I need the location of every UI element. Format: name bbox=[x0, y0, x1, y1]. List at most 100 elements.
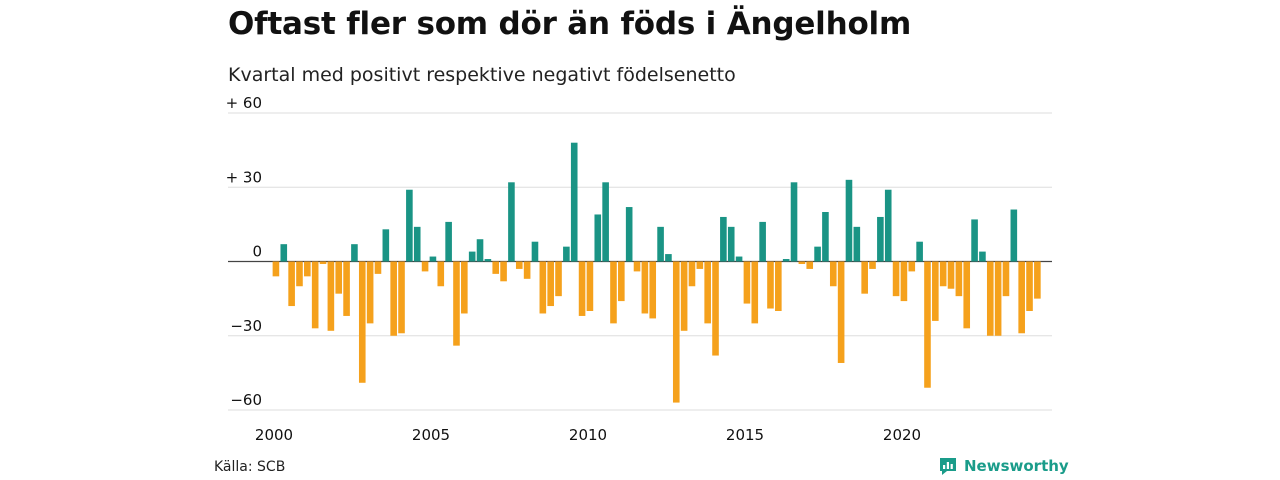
bar bbox=[366, 261, 374, 324]
axis-labels: + 60 + 30 0 −30 −60 2000 2005 2010 2015 2020 bbox=[226, 94, 922, 444]
bar bbox=[814, 246, 821, 262]
bar bbox=[775, 261, 782, 311]
bar bbox=[829, 261, 837, 287]
x-tick-label: 2015 bbox=[726, 426, 764, 444]
newsworthy-logo-icon bbox=[940, 458, 956, 475]
bar bbox=[672, 261, 680, 403]
bar bbox=[484, 259, 492, 262]
x-tick-label: 2010 bbox=[569, 426, 607, 444]
bar bbox=[288, 261, 295, 307]
bar bbox=[453, 261, 460, 346]
bar bbox=[319, 261, 327, 264]
bar bbox=[343, 261, 350, 316]
y-tick-label: −60 bbox=[230, 391, 262, 409]
bar bbox=[468, 251, 476, 262]
bar bbox=[633, 261, 641, 272]
bar bbox=[523, 261, 531, 279]
x-tick-label: 2005 bbox=[412, 426, 450, 444]
bar bbox=[531, 241, 539, 262]
bar bbox=[1034, 261, 1041, 299]
y-tick-label: + 30 bbox=[226, 168, 262, 186]
bar bbox=[743, 261, 751, 304]
bar bbox=[304, 261, 311, 277]
bar bbox=[492, 261, 500, 274]
chart-subtitle: Kvartal med positivt respektive negativt… bbox=[228, 64, 736, 86]
bar bbox=[272, 261, 280, 277]
bar bbox=[406, 189, 413, 262]
bar bbox=[979, 251, 986, 262]
bar bbox=[696, 261, 704, 269]
bar bbox=[311, 261, 319, 329]
bar bbox=[586, 261, 594, 311]
bar bbox=[861, 261, 868, 294]
bar bbox=[782, 259, 790, 262]
bar bbox=[555, 261, 562, 297]
bar bbox=[712, 261, 719, 356]
bar bbox=[358, 261, 366, 383]
bar bbox=[335, 261, 343, 294]
bar bbox=[327, 261, 335, 331]
bar bbox=[602, 182, 609, 262]
bar bbox=[1010, 209, 1018, 262]
bar bbox=[382, 229, 390, 262]
bar bbox=[853, 226, 861, 262]
x-tick-label: 2000 bbox=[255, 426, 293, 444]
bar bbox=[986, 261, 994, 336]
bar bbox=[570, 142, 578, 262]
bar bbox=[563, 246, 570, 262]
bar bbox=[688, 261, 696, 287]
bar bbox=[445, 221, 452, 262]
bar bbox=[625, 207, 633, 262]
bar bbox=[963, 261, 971, 329]
bar bbox=[845, 179, 853, 262]
bar bbox=[296, 261, 303, 287]
bar bbox=[539, 261, 547, 314]
bar bbox=[727, 226, 735, 262]
bar bbox=[398, 261, 405, 334]
brand-name: Newsworthy bbox=[964, 457, 1069, 475]
bar bbox=[547, 261, 554, 307]
bar bbox=[351, 244, 358, 262]
bar bbox=[892, 261, 900, 297]
bar bbox=[610, 261, 617, 324]
bar bbox=[578, 261, 586, 316]
bar bbox=[908, 261, 916, 272]
bar bbox=[720, 216, 727, 262]
bar bbox=[900, 261, 908, 302]
bar bbox=[508, 182, 515, 262]
bar bbox=[971, 219, 978, 262]
bar bbox=[374, 261, 382, 274]
bar bbox=[641, 261, 649, 314]
bar bbox=[429, 256, 437, 262]
bar bbox=[413, 226, 421, 262]
bar bbox=[500, 261, 507, 282]
bar bbox=[618, 261, 625, 302]
bar bbox=[1026, 261, 1033, 311]
bar bbox=[476, 239, 484, 262]
x-tick-label: 2020 bbox=[883, 426, 921, 444]
bars bbox=[272, 142, 1041, 403]
bar bbox=[390, 261, 397, 336]
bar bbox=[437, 261, 445, 287]
bar bbox=[515, 261, 523, 269]
bar bbox=[421, 261, 429, 272]
bar bbox=[947, 261, 955, 289]
bar bbox=[955, 261, 963, 297]
chart-title: Oftast fler som dör än föds i Ängelholm bbox=[228, 6, 912, 42]
bar bbox=[704, 261, 711, 324]
y-tick-label: 0 bbox=[252, 243, 262, 261]
bar bbox=[767, 261, 774, 309]
bar bbox=[790, 182, 798, 262]
bar bbox=[1018, 261, 1025, 334]
newsworthy-brand[interactable]: Newsworthy bbox=[938, 456, 1069, 476]
bar bbox=[280, 244, 288, 262]
bar bbox=[924, 261, 931, 388]
bar bbox=[877, 216, 884, 262]
bar bbox=[1002, 261, 1010, 297]
bar bbox=[822, 212, 829, 262]
bar bbox=[939, 261, 947, 287]
bar bbox=[994, 261, 1002, 336]
bar bbox=[869, 261, 876, 269]
bar bbox=[837, 261, 845, 363]
